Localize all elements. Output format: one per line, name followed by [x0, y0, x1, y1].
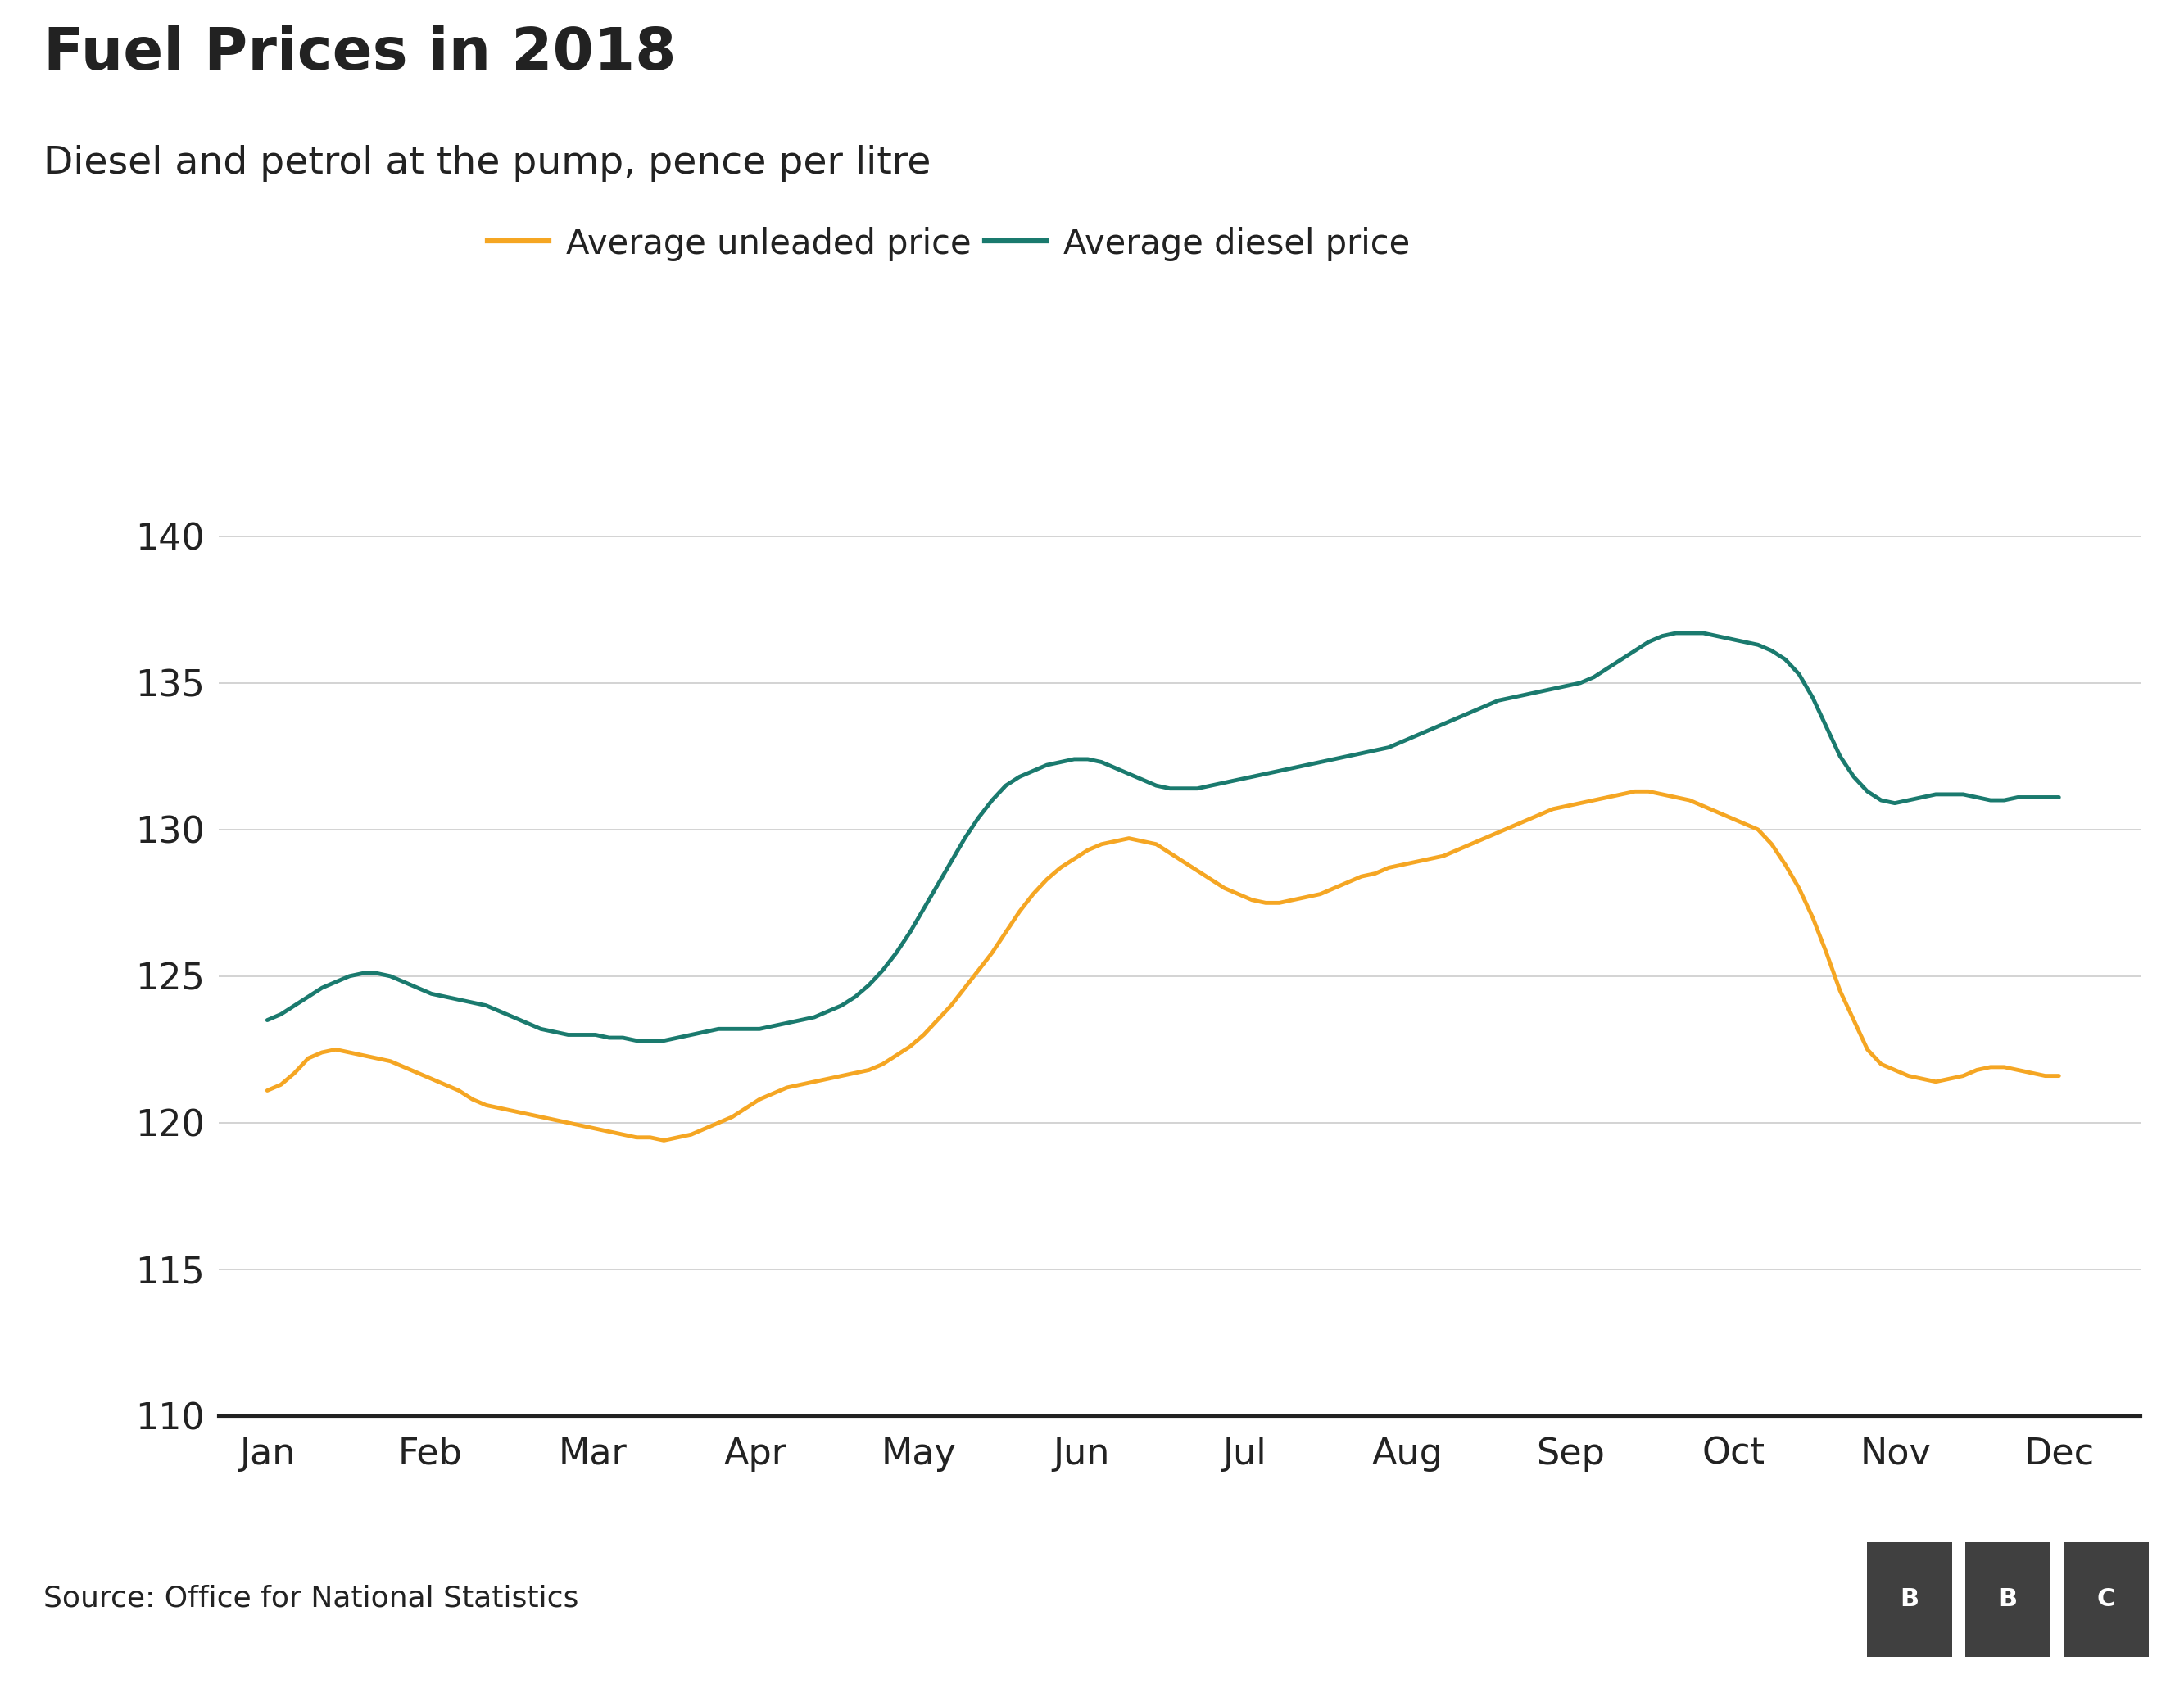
Bar: [1966, 1542, 2051, 1657]
Text: B: B: [1998, 1588, 2018, 1610]
Text: Diesel and petrol at the pump, pence per litre: Diesel and petrol at the pump, pence per…: [44, 145, 930, 183]
Text: B: B: [1900, 1588, 1920, 1610]
Bar: [2064, 1542, 2149, 1657]
Text: Fuel Prices in 2018: Fuel Prices in 2018: [44, 26, 677, 82]
Text: Source: Office for National Statistics: Source: Office for National Statistics: [44, 1585, 579, 1612]
Legend: Average unleaded price, Average diesel price: Average unleaded price, Average diesel p…: [474, 213, 1424, 275]
Bar: [1867, 1542, 1952, 1657]
Text: C: C: [2097, 1588, 2116, 1610]
